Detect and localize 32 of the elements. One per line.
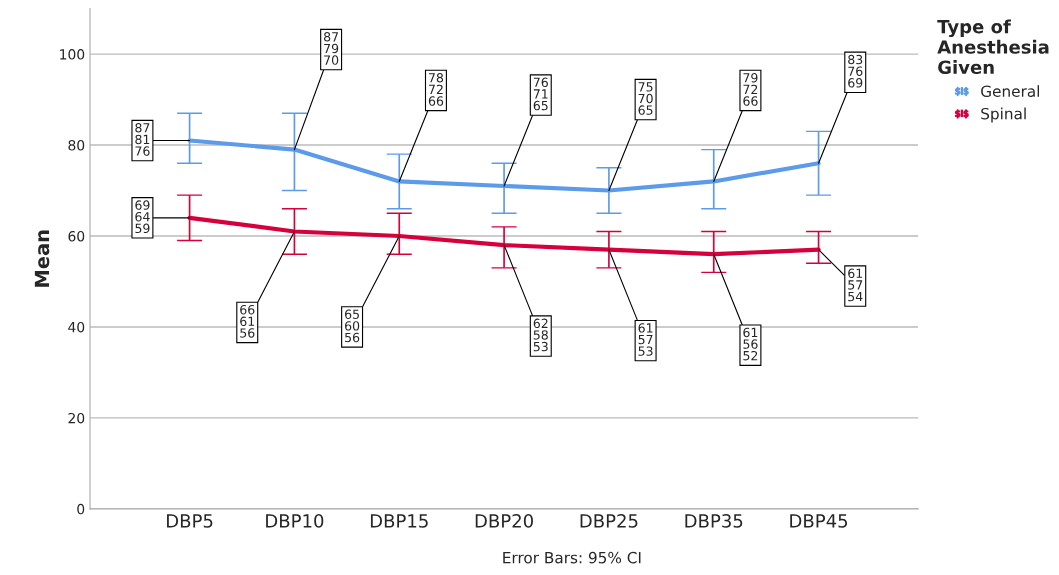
x-tick-label: DBP25: [580, 514, 638, 528]
text: Error Bars: 95% CI: [503, 551, 641, 564]
data-label: 62 58 53: [533, 318, 548, 352]
x-tick-label: DBP5: [167, 514, 213, 528]
data-label: 79 72 66: [743, 73, 758, 106]
data-label: 78 72 66: [428, 73, 444, 106]
y-tick-label: 0: [77, 503, 85, 515]
data-label: 83 76 69: [848, 54, 863, 88]
x-tick-label: DBP35: [685, 514, 743, 528]
data-label: 65 60 56: [345, 309, 360, 343]
x-tick-label: DBP20: [475, 514, 533, 528]
x-tick-label: DBP15: [370, 514, 428, 528]
y-tick-label: 40: [68, 321, 85, 333]
legend-label: Spinal: [981, 107, 1026, 123]
y-tick-label: 20: [68, 412, 85, 424]
data-label: 87 79 70: [324, 32, 339, 65]
x-tick-label: DBP10: [266, 514, 324, 528]
data-label: 87 81 76: [135, 123, 150, 156]
data-label: 76 71 65: [533, 77, 548, 111]
legend-label: General: [981, 85, 1040, 98]
data-label: 75 70 65: [638, 82, 653, 115]
y-tick-label: 80: [68, 140, 85, 151]
y-tick-label: 60: [68, 230, 85, 242]
y-tick-label: 100: [60, 49, 85, 60]
data-label: 61 57 53: [638, 323, 653, 356]
data-label: 61 56 52: [743, 327, 758, 361]
y-axis-title: Mean: [34, 230, 50, 287]
data-label: 61 57 54: [848, 268, 863, 302]
data-label: 69 64 59: [135, 200, 150, 234]
data-label: 66 61 56: [240, 304, 255, 338]
legend-title: Type of Anesthesia Given: [937, 19, 1049, 75]
x-tick-label: DBP45: [790, 514, 848, 528]
